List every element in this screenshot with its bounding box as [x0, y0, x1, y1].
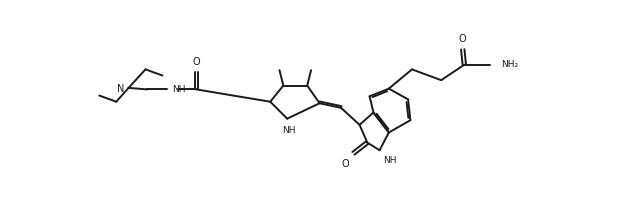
Text: NH: NH: [172, 85, 186, 94]
Text: O: O: [342, 159, 349, 169]
Text: NH: NH: [282, 126, 295, 135]
Text: O: O: [193, 57, 200, 67]
Text: N: N: [117, 84, 125, 94]
Text: NH₂: NH₂: [501, 60, 519, 69]
Text: O: O: [459, 34, 467, 44]
Text: NH: NH: [384, 156, 397, 165]
